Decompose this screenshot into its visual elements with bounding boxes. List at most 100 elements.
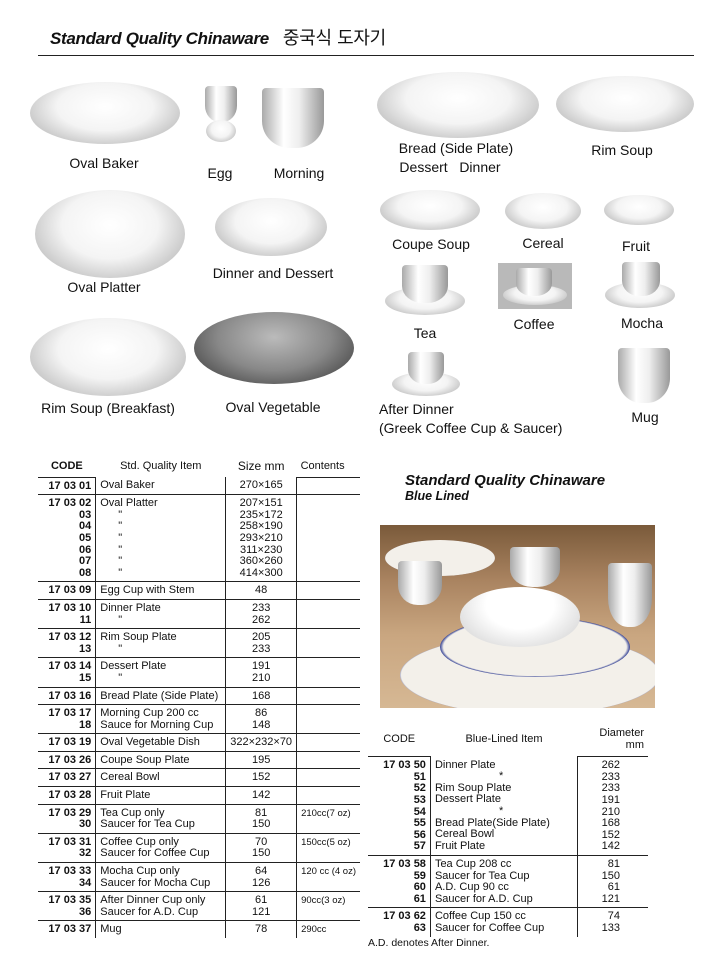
code-cell-line: 18 (79, 718, 92, 731)
egg-cup-base-image (206, 120, 236, 142)
contents-cell (296, 750, 360, 769)
table-row: 17 03 14 15 Dessert Plate " 191 210 (38, 657, 360, 687)
size-cell-line: 152 (251, 771, 271, 784)
code-cell-line: 17 03 62 (383, 910, 426, 923)
diameter-cell-line: 74 (607, 910, 620, 923)
col-item: Blue-Lined Item (465, 733, 543, 746)
code-cell-line: 13 (79, 642, 92, 655)
diameter-cell-line: 262 (601, 759, 620, 772)
blue-lined-title: Standard Quality Chinaware (405, 472, 606, 489)
code-cell: 17 03 26 (38, 750, 96, 769)
size-cell: 207×151 235×172 258×190 293×210 311×230 360×2… (225, 494, 298, 582)
item-cell: Tea Cup 208 cc Saucer for Tea Cup A.D. Cup… (429, 854, 578, 908)
contents-cell (296, 704, 360, 734)
item-cell-line: Coupe Soup Plate (100, 753, 190, 766)
code-cell-line: 56 (413, 828, 426, 841)
code-cell-line: 17 03 12 (48, 631, 92, 644)
size-cell-line: 360×260 (239, 555, 283, 568)
diameter-cell-line: 233 (601, 782, 620, 795)
label-cereal: Cereal (522, 235, 564, 251)
size-cell-line: 191 (251, 660, 271, 673)
item-cell: Coffee Cup 150 cc Saucer for Coffee Cup (429, 907, 578, 937)
size-cell: 61 121 (225, 891, 298, 921)
size-cell: 168 (225, 686, 298, 705)
size-cell: 86 148 (225, 704, 298, 734)
table-row: 17 03 37 Mug 78 290cc (38, 920, 360, 938)
size-cell: 70 150 (225, 832, 298, 863)
code-cell-line: 17 03 58 (383, 857, 426, 870)
code-cell-line: 51 (413, 770, 426, 783)
contents-cell-line: 120 cc (4 oz) (301, 866, 356, 878)
code-cell-line: 32 (79, 847, 92, 860)
item-cell-line: Coffee Cup 150 cc (434, 910, 526, 923)
code-cell: 17 03 02 03 04 05 06 07 08 (38, 494, 96, 582)
contents-cell-line: 150cc(5 oz) (301, 836, 351, 848)
item-cell: Mocha Cup only Saucer for Mocha Cup (95, 862, 227, 892)
size-cell-line: 207×151 (239, 497, 283, 510)
item-cell-line: Cereal Bowl (434, 828, 495, 841)
size-cell-line: 150 (251, 847, 271, 860)
size-cell: 81 150 (225, 803, 298, 834)
code-cell: 17 03 29 30 (38, 803, 96, 834)
label-oval-vegetable: Oval Vegetable (225, 399, 321, 415)
item-cell-line: Saucer for Coffee Cup (434, 921, 545, 934)
code-cell: 17 03 33 34 (38, 862, 96, 892)
diameter-cell: 262 233 233 191 210 168 152 142 (577, 757, 648, 856)
size-cell-line: 270×165 (239, 479, 283, 492)
item-cell: Coffee Cup only Saucer for Coffee Cup (95, 832, 227, 863)
item-cell-line: Dinner Plate (100, 601, 161, 614)
code-cell-line: 36 (79, 905, 92, 918)
coffee-image (498, 263, 572, 309)
item-cell: Oval Platter " " " " " " (95, 494, 227, 582)
size-cell-line: 48 (255, 584, 268, 597)
size-cell: 142 (225, 786, 298, 805)
page-title: Standard Quality Chinaware 중국식 도자기 (50, 24, 386, 50)
code-cell-line: 61 (413, 892, 426, 905)
label-greek-coffee: (Greek Coffee Cup & Saucer) (379, 420, 563, 436)
table-row: 17 03 29 30 Tea Cup only Saucer for Tea Cup… (38, 803, 360, 834)
contents-cell (296, 581, 360, 600)
size-cell: 78 (225, 920, 298, 938)
blue-lined-subtitle: Blue Lined (405, 489, 469, 503)
label-tea: Tea (413, 325, 437, 341)
title-en: Standard Quality Chinaware (50, 29, 269, 48)
contents-cell (296, 733, 360, 752)
code-cell: 17 03 17 18 (38, 704, 96, 734)
size-cell-line: 86 (255, 707, 268, 720)
item-cell-line: After Dinner Cup only (100, 894, 206, 907)
table-row: 17 03 19 Oval Vegetable Dish 322×232×70 (38, 733, 360, 752)
code-cell: 17 03 58 59 60 61 (368, 854, 431, 908)
item-cell-line: Egg Cup with Stem (100, 584, 195, 597)
size-cell-line: 70 (255, 835, 268, 848)
col-code: CODE (38, 458, 96, 478)
contents-cell (296, 598, 360, 629)
diameter-cell-line: 81 (607, 857, 620, 870)
code-cell: 17 03 16 (38, 686, 96, 705)
size-cell-line: 258×190 (239, 520, 283, 533)
item-cell-line: " (118, 566, 123, 579)
item-cell: After Dinner Cup only Saucer for A.D. Cup (95, 891, 227, 921)
contents-cell-line: 290cc (301, 924, 327, 936)
code-cell-line: 59 (413, 869, 426, 882)
diameter-cell-line: 142 (601, 840, 620, 853)
label-rim-soup: Rim Soup (591, 142, 653, 158)
size-cell-line: 414×300 (239, 566, 283, 579)
size-cell-line: 81 (255, 806, 268, 819)
item-cell: Bread Plate (Side Plate) (95, 686, 227, 705)
mug-image (618, 348, 670, 403)
col-size: Size mm (237, 459, 285, 473)
code-cell: 17 03 14 15 (38, 657, 96, 687)
code-cell-line: 17 03 02 (48, 497, 92, 510)
contents-cell: 120 cc (4 oz) (296, 862, 360, 892)
code-cell-line: 15 (79, 671, 92, 684)
code-cell-line: 17 03 33 (48, 865, 92, 878)
coupe-soup-image (380, 190, 480, 230)
table-header: CODE Std. Quality Item Size mm Contents (38, 458, 360, 478)
size-cell-line: 311×230 (240, 543, 283, 556)
item-cell-line: Morning Cup 200 cc (100, 707, 199, 720)
standard-quality-table: CODE Std. Quality Item Size mm Contents … (38, 458, 360, 938)
code-cell: 17 03 09 (38, 581, 96, 600)
diameter-cell-line: 210 (601, 805, 620, 818)
label-fruit: Fruit (622, 238, 650, 254)
code-cell-line: 17 03 01 (48, 479, 92, 492)
